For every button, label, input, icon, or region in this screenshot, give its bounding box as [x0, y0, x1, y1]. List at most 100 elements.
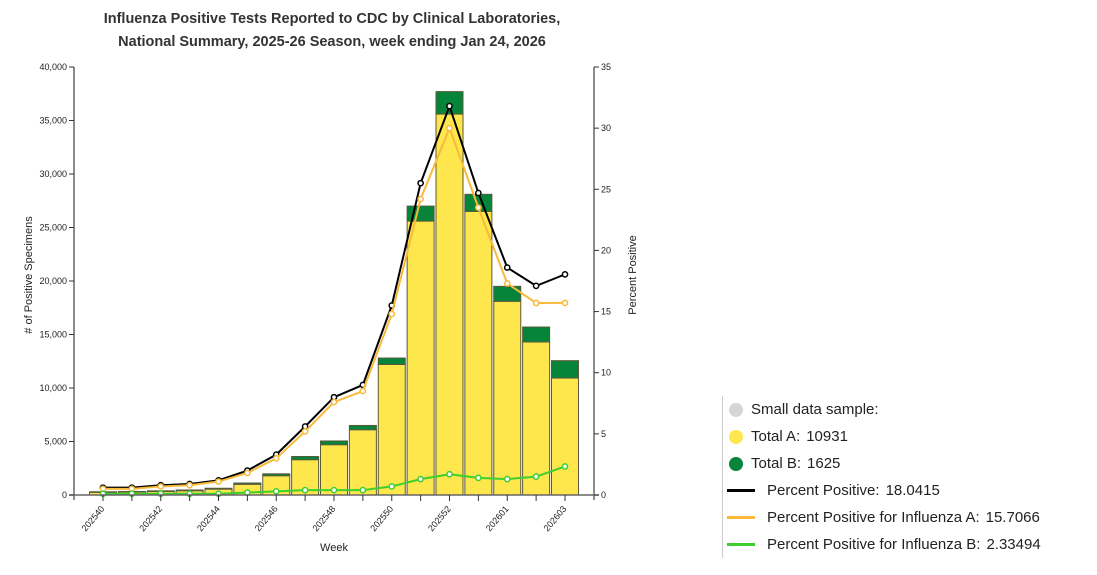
- y2-tick-label: 35: [601, 62, 611, 72]
- x-tick-label: 202603: [542, 504, 569, 533]
- point-percent-positive-a-202544: [215, 478, 222, 485]
- point-percent-positive-b-202549: [359, 486, 367, 494]
- bar-total-a-202601: [493, 300, 522, 496]
- legend-label: Small data sample:: [751, 401, 879, 418]
- legend-label: Total B:: [751, 455, 802, 472]
- bar-total-b-202550: [377, 357, 406, 365]
- legend-value: 18.0415: [885, 482, 940, 499]
- point-percent-positive-a-202602: [532, 299, 540, 307]
- x-tick-label: 202544: [195, 504, 222, 533]
- point-percent-positive-a-202601: [503, 280, 511, 287]
- point-percent-positive-b-202546: [272, 487, 280, 495]
- point-percent-positive-202552: [446, 102, 453, 110]
- y2-axis-label: Percent Positive: [627, 235, 639, 314]
- y2-tick-label: 0: [601, 490, 606, 500]
- point-percent-positive-b-202551: [417, 475, 424, 483]
- point-percent-positive-202602: [532, 282, 540, 290]
- x-tick-label: 202552: [426, 504, 453, 533]
- point-percent-positive-a-202553: [475, 204, 482, 211]
- bar-total-b-202546: [262, 473, 291, 477]
- point-percent-positive-202603: [561, 271, 569, 278]
- bar-total-a-202550: [377, 363, 406, 496]
- point-percent-positive-a-202545: [244, 469, 251, 477]
- point-percent-positive-b-202552: [446, 470, 453, 478]
- y2-tick-label: 10: [601, 368, 611, 378]
- legend-value: 1625: [807, 455, 841, 472]
- bars-group: [89, 91, 579, 496]
- y-tick-label: 25,000: [39, 223, 67, 233]
- x-axis-label: Week: [320, 542, 348, 554]
- point-percent-positive-a-202550: [388, 310, 396, 318]
- point-percent-positive-b-202548: [330, 486, 338, 494]
- point-percent-positive-a-202548: [330, 398, 338, 406]
- y-tick-label: 15,000: [39, 330, 67, 340]
- x-tick-label: 202546: [253, 504, 280, 533]
- chart-title-line-1: Influenza Positive Tests Reported to CDC…: [104, 11, 561, 27]
- total-a-dot-icon: [729, 429, 743, 444]
- point-percent-positive-a-202551: [417, 195, 424, 203]
- bar-total-a-202603: [551, 377, 579, 496]
- y2-tick-label: 15: [601, 307, 611, 317]
- legend-item-percent-positive-a[interactable]: Percent Positive for Influenza A: 15.706…: [727, 504, 1041, 531]
- point-percent-positive-b-202602: [532, 473, 540, 481]
- legend-item-total-b[interactable]: Total B: 1625: [727, 450, 1041, 477]
- percent-positive-b-line-icon: [727, 543, 755, 546]
- lines-group: [99, 102, 569, 498]
- point-percent-positive-b-202550: [388, 483, 396, 490]
- x-tick-label: 202601: [484, 504, 511, 533]
- legend-label: Total A:: [751, 428, 801, 445]
- legend-value: 2.33494: [986, 536, 1041, 553]
- x-tick-label: 202548: [311, 504, 338, 533]
- point-percent-positive-202551: [417, 179, 424, 187]
- bar-total-b-202603: [551, 360, 579, 379]
- legend-value: 15.7066: [985, 509, 1040, 526]
- bar-total-a-202549: [348, 429, 377, 496]
- y-axis-label: # of Positive Specimens: [23, 216, 35, 334]
- x-tick-label: 202540: [80, 504, 107, 533]
- legend-item-percent-positive-b[interactable]: Percent Positive for Influenza B: 2.3349…: [727, 531, 1041, 558]
- point-percent-positive-b-202603: [561, 463, 569, 470]
- y-tick-label: 30,000: [39, 169, 67, 179]
- y2-tick-label: 30: [601, 123, 611, 133]
- point-percent-positive-b-202601: [503, 475, 511, 483]
- total-b-dot-icon: [729, 456, 743, 471]
- x-tick-label: 202542: [137, 504, 164, 533]
- legend-label: Percent Positive for Influenza A:: [767, 509, 980, 526]
- point-percent-positive-a-202549: [359, 387, 367, 395]
- y-tick-label: 40,000: [39, 62, 67, 72]
- y-tick-label: 0: [62, 490, 67, 500]
- point-percent-positive-a-202542: [157, 483, 165, 490]
- y-tick-label: 5,000: [44, 437, 67, 447]
- point-percent-positive-a-202543: [186, 481, 193, 489]
- bar-total-a-202602: [522, 341, 551, 496]
- point-percent-positive-b-202547: [301, 486, 309, 494]
- chart-title-line-2: National Summary, 2025-26 Season, week e…: [118, 34, 546, 50]
- bar-total-b-202545: [233, 482, 262, 485]
- bar-total-b-202548: [320, 440, 348, 446]
- y2-tick-label: 5: [601, 429, 606, 439]
- legend-value: 10931: [806, 428, 848, 445]
- y2-tick-label: 20: [601, 245, 611, 255]
- bar-total-a-202553: [464, 210, 493, 496]
- bar-total-a-202551: [406, 220, 435, 496]
- small-sample-dot-icon: [729, 402, 743, 417]
- legend-item-total-a[interactable]: Total A: 10931: [727, 423, 1041, 450]
- legend-item-percent-positive[interactable]: Percent Positive: 18.0415: [727, 477, 1041, 504]
- legend-item-small-sample[interactable]: Small data sample:: [727, 396, 1041, 423]
- point-percent-positive-a-202546: [272, 454, 280, 462]
- bar-total-b-202602: [522, 326, 551, 343]
- bar-total-b-202547: [291, 455, 320, 461]
- bar-total-b-202601: [493, 285, 522, 302]
- percent-positive-line-icon: [727, 489, 755, 492]
- bar-total-b-202549: [348, 424, 377, 431]
- point-percent-positive-202553: [475, 189, 482, 197]
- legend-label: Percent Positive:: [767, 482, 880, 499]
- point-percent-positive-a-202603: [561, 299, 569, 307]
- legend: Small data sample: Total A: 10931 Total …: [722, 396, 1041, 558]
- y-tick-label: 20,000: [39, 276, 67, 286]
- point-percent-positive-202601: [503, 264, 511, 271]
- point-percent-positive-a-202547: [301, 428, 309, 435]
- bar-total-b-202544: [204, 487, 233, 490]
- y-tick-label: 35,000: [39, 116, 67, 126]
